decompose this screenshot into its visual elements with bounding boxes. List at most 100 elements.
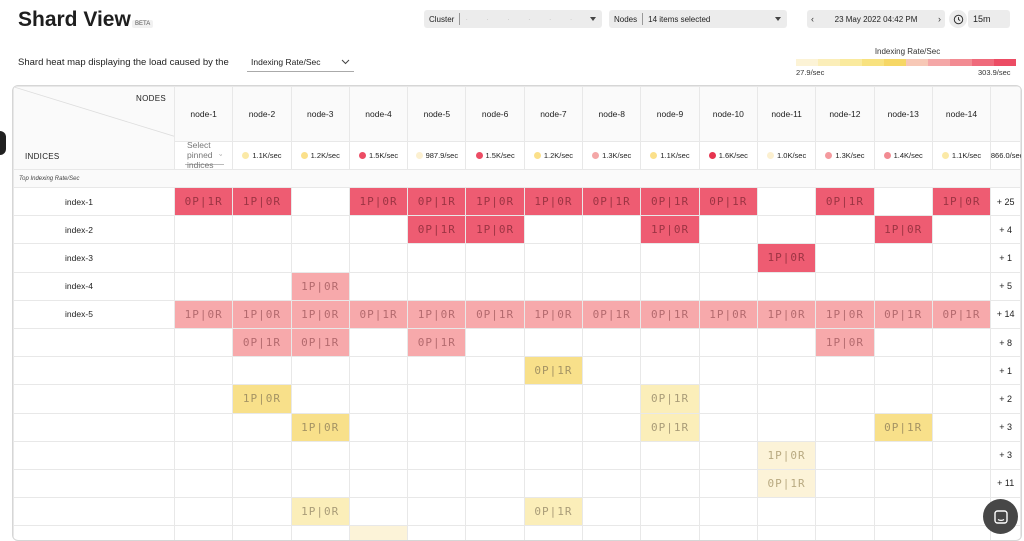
nodes-select[interactable]: Nodes 14 items selected [609, 10, 787, 28]
shard-cell[interactable]: 1P|0R [290, 497, 350, 527]
index-name[interactable] [13, 356, 175, 386]
index-name[interactable] [13, 497, 175, 527]
node-header[interactable]: node-10 [698, 86, 758, 142]
index-name[interactable] [13, 384, 175, 414]
shard-cell[interactable]: 0P|1R [465, 299, 525, 329]
shard-cell[interactable]: 1P|0R [523, 186, 584, 217]
more-shards-count[interactable]: + 3 [990, 412, 1021, 442]
shard-cell[interactable]: 1P|0R [756, 243, 817, 273]
index-name[interactable]: index-1 [13, 186, 175, 217]
date-range-picker[interactable]: ‹ 23 May 2022 04:42 PM › [807, 10, 945, 28]
chevron-left-icon[interactable]: ‹ [811, 14, 814, 24]
node-header[interactable]: node-12 [815, 86, 875, 142]
shard-cell[interactable]: 1P|0R [931, 186, 992, 217]
shard-cell[interactable]: 0P|1R [873, 412, 933, 442]
node-header[interactable]: node-9 [640, 86, 700, 142]
node-header[interactable]: node-8 [582, 86, 642, 142]
index-name[interactable] [13, 525, 175, 540]
shard-cell[interactable]: 1P|0R [465, 186, 525, 217]
shard-cell[interactable]: 0P|1R [873, 299, 933, 329]
index-name[interactable] [13, 412, 175, 442]
shard-cell [931, 327, 992, 358]
shard-cell[interactable]: 1P|0R [756, 440, 817, 470]
index-name[interactable]: index-2 [13, 215, 175, 245]
shard-cell[interactable]: 1P|0R [815, 327, 875, 358]
more-shards-count[interactable]: + 8 [990, 327, 1021, 358]
shard-cell[interactable]: 0P|1R [640, 186, 700, 217]
index-name[interactable] [13, 440, 175, 470]
shard-cell[interactable]: 1P|0R [232, 186, 292, 217]
shard-cell [407, 468, 467, 499]
more-shards-count[interactable]: + 14 [990, 299, 1021, 329]
shard-cell[interactable]: 0P|1R [407, 327, 467, 358]
shard-cell[interactable]: 0P|1R [640, 299, 700, 329]
shard-cell[interactable]: 1P|0R [290, 299, 350, 329]
shard-cell[interactable]: 1P|0R [290, 412, 350, 442]
shard-cell[interactable]: 0P|1R [582, 186, 642, 217]
node-header[interactable]: node-4 [348, 86, 409, 142]
index-name[interactable] [13, 327, 175, 358]
node-header[interactable]: node-6 [465, 86, 525, 142]
more-shards-count[interactable]: + 1 [990, 356, 1021, 386]
more-shards-count[interactable]: + 3 [990, 440, 1021, 470]
shard-cell[interactable]: 0P|1R [407, 186, 467, 217]
shard-cell [873, 271, 933, 301]
cluster-select[interactable]: Cluster · · · · · · [424, 10, 602, 28]
pinned-indices-select[interactable]: Select pinned indices [185, 140, 225, 170]
side-panel-handle[interactable] [0, 131, 6, 155]
shard-cell[interactable]: 0P|1R [232, 327, 292, 358]
interval-select[interactable]: 15m [968, 10, 1010, 28]
shard-cell[interactable]: 1P|0R [698, 299, 758, 329]
node-header[interactable]: node-5 [407, 86, 467, 142]
more-shards-count[interactable]: + 1 [990, 243, 1021, 273]
shard-cell[interactable]: 1P|0R [815, 299, 875, 329]
shard-cell [873, 468, 933, 499]
index-name[interactable]: index-3 [13, 243, 175, 273]
shard-cell[interactable]: 0P|1R [523, 356, 584, 386]
more-shards-count[interactable]: + 4 [990, 215, 1021, 245]
shard-cell[interactable]: 0P|1R [407, 215, 467, 245]
shard-cell[interactable]: 0P|1R [523, 497, 584, 527]
shard-cell[interactable]: 0P|1R [640, 384, 700, 414]
shard-cell[interactable]: 0P|1R [173, 186, 234, 217]
shard-cell[interactable]: 0P|1R [290, 327, 350, 358]
history-icon[interactable] [949, 10, 967, 28]
more-shards-count[interactable]: + 25 [990, 186, 1021, 217]
shard-cell[interactable]: 0P|1R [756, 468, 817, 499]
shard-cell[interactable]: 0P|1R [582, 299, 642, 329]
shard-cell[interactable]: 1P|0R [465, 215, 525, 245]
shard-cell[interactable] [348, 525, 409, 540]
index-name[interactable] [13, 468, 175, 499]
shard-cell[interactable]: 0P|1R [640, 412, 700, 442]
shard-cell[interactable]: 1P|0R [523, 299, 584, 329]
node-header[interactable]: node-3 [290, 86, 350, 142]
node-header[interactable]: node-13 [873, 86, 933, 142]
shard-cell[interactable]: 0P|1R [815, 186, 875, 217]
shard-cell[interactable]: 1P|0R [173, 299, 234, 329]
shard-cell [582, 384, 642, 414]
shard-cell[interactable]: 1P|0R [407, 299, 467, 329]
node-header[interactable]: node-2 [232, 86, 292, 142]
node-header[interactable]: node-7 [523, 86, 584, 142]
shard-cell[interactable]: 1P|0R [232, 299, 292, 329]
shard-cell[interactable]: 0P|1R [348, 299, 409, 329]
more-shards-count[interactable]: + 5 [990, 271, 1021, 301]
shard-cell[interactable]: 1P|0R [348, 186, 409, 217]
node-header[interactable]: node-11 [756, 86, 817, 142]
chevron-right-icon[interactable]: › [938, 14, 941, 24]
node-header[interactable]: node-1 [173, 86, 234, 142]
shard-cell[interactable]: 1P|0R [873, 215, 933, 245]
chat-icon[interactable] [983, 499, 1018, 534]
shard-cell[interactable]: 1P|0R [232, 384, 292, 414]
index-name[interactable]: index-5 [13, 299, 175, 329]
shard-cell[interactable]: 0P|1R [931, 299, 992, 329]
shard-cell[interactable]: 0P|1R [698, 186, 758, 217]
node-header[interactable]: node-14 [931, 86, 992, 142]
more-shards-count[interactable]: + 11 [990, 468, 1021, 499]
shard-cell[interactable]: 1P|0R [290, 271, 350, 301]
index-name[interactable]: index-4 [13, 271, 175, 301]
shard-cell[interactable]: 1P|0R [640, 215, 700, 245]
more-shards-count[interactable]: + 2 [990, 384, 1021, 414]
metric-select[interactable]: Indexing Rate/Sec [247, 53, 354, 72]
shard-cell[interactable]: 1P|0R [756, 299, 817, 329]
